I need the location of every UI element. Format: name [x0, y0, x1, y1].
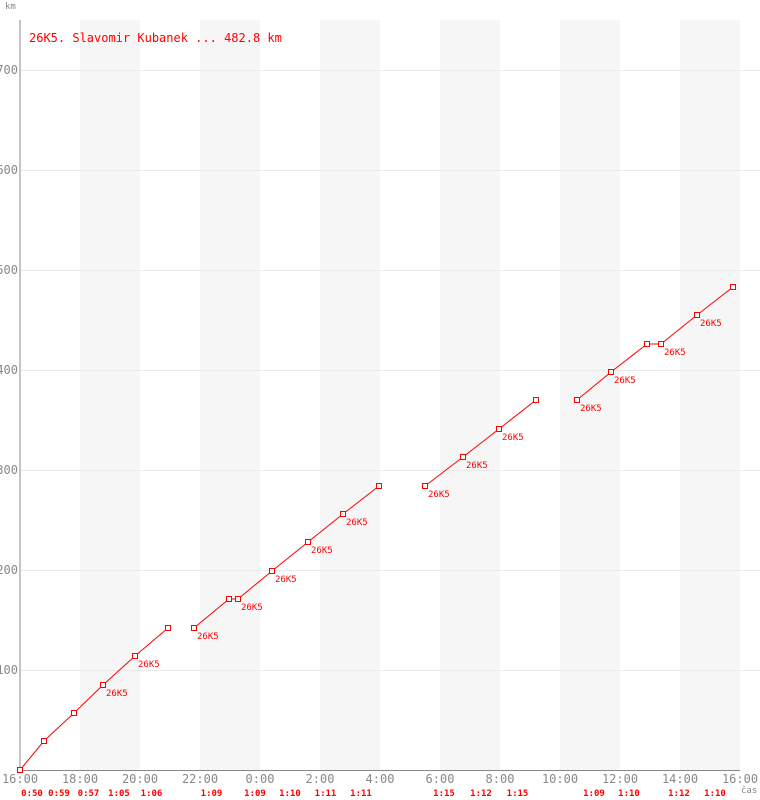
data-point [422, 483, 428, 489]
y-axis-label: km [5, 2, 16, 12]
lap-time: 1:10 [618, 789, 640, 799]
point-label: 26K5 [502, 433, 524, 443]
data-point [100, 682, 106, 688]
x-tick-label: 18:00 [62, 772, 98, 786]
data-point [132, 653, 138, 659]
series-segment [19, 627, 169, 771]
x-tick-label: 14:00 [662, 772, 698, 786]
point-label: 26K5 [428, 490, 450, 500]
data-point [17, 767, 23, 773]
background-bands [80, 20, 740, 770]
y-tick-label: 100 [0, 663, 18, 677]
point-label: 26K5 [106, 689, 128, 699]
lap-time: 1:09 [201, 789, 223, 799]
x-tick-labels: 16:00 18:00 20:00 22:00 0:00 2:00 4:00 6:00 8:00… [2, 772, 758, 786]
chart-title: 26K5. Slavomir Kubanek ... 482.8 km [29, 31, 282, 45]
x-tick-label: 2:00 [306, 772, 335, 786]
lap-time-labels: 0:50 0:59 0:57 1:05 1:06 1:09 1:09 1:10 1:11 1:11… [21, 789, 726, 799]
shaded-band [680, 20, 740, 770]
lap-time: 1:10 [704, 789, 726, 799]
data-point [71, 710, 77, 716]
lap-time: 1:11 [350, 789, 372, 799]
shaded-band [560, 20, 620, 770]
data-point [235, 596, 241, 602]
point-label: 26K5 [466, 461, 488, 471]
data-point [226, 596, 232, 602]
shaded-band [440, 20, 500, 770]
lap-time: 1:09 [244, 789, 266, 799]
data-point [165, 625, 171, 631]
data-point [608, 369, 614, 375]
data-point [574, 397, 580, 403]
y-tick-label: 400 [0, 363, 18, 377]
data-point [496, 426, 502, 432]
lap-time: 1:12 [470, 789, 492, 799]
lap-time: 1:10 [279, 789, 301, 799]
point-label: 26K5 [664, 348, 686, 358]
lap-time: 0:57 [78, 789, 100, 799]
data-point [191, 625, 197, 631]
x-axis-label: čas [741, 785, 757, 796]
data-point [533, 397, 539, 403]
y-tick-label: 200 [0, 563, 18, 577]
data-point [340, 511, 346, 517]
y-tick-label: 700 [0, 63, 18, 77]
data-point [460, 454, 466, 460]
series-segment [424, 399, 537, 487]
point-label: 26K5 [580, 404, 602, 414]
shaded-band [80, 20, 140, 770]
data-point [305, 539, 311, 545]
data-point [644, 341, 650, 347]
point-label: 26K5 [138, 660, 160, 670]
lap-time: 1:05 [108, 789, 130, 799]
y-tick-label: 300 [0, 463, 18, 477]
y-tick-label: 600 [0, 163, 18, 177]
data-point [269, 568, 275, 574]
lap-time: 1:15 [507, 789, 529, 799]
lap-time: 0:50 [21, 789, 43, 799]
x-tick-label: 20:00 [122, 772, 158, 786]
data-point [41, 738, 47, 744]
point-label: 26K5 [311, 546, 333, 556]
lap-time: 1:15 [433, 789, 455, 799]
x-tick-label: 0:00 [246, 772, 275, 786]
point-label: 26K5 [700, 319, 722, 329]
data-point [730, 284, 736, 290]
data-point [658, 341, 664, 347]
lap-time: 1:06 [141, 789, 163, 799]
lap-time: 1:12 [668, 789, 690, 799]
series-segment [576, 286, 734, 401]
x-tick-label: 22:00 [182, 772, 218, 786]
x-tick-label: 4:00 [366, 772, 395, 786]
x-tick-label: 10:00 [542, 772, 578, 786]
x-tick-label: 16:00 [2, 772, 38, 786]
point-label: 26K5 [241, 603, 263, 613]
x-tick-label: 6:00 [426, 772, 455, 786]
series-line: 26K5 26K5 26K5 26K5 26K5 26K5 26K5 26K5 26K5 26K5… [17, 284, 736, 773]
y-tick-label: 500 [0, 263, 18, 277]
point-label: 26K5 [197, 632, 219, 642]
grid-lines [20, 70, 760, 671]
x-tick-label: 8:00 [486, 772, 515, 786]
point-label: 26K5 [346, 518, 368, 528]
lap-time: 1:11 [315, 789, 337, 799]
point-label: 26K5 [614, 376, 636, 386]
lap-time: 0:59 [48, 789, 70, 799]
y-tick-labels: 100 200 300 400 500 600 700 [0, 63, 18, 677]
lap-time: 1:09 [583, 789, 605, 799]
x-tick-label: 12:00 [602, 772, 638, 786]
point-label: 26K5 [275, 575, 297, 585]
x-tick-label: 16:00 [722, 772, 758, 786]
data-point [694, 312, 700, 318]
shaded-band [320, 20, 380, 770]
shaded-band [200, 20, 260, 770]
data-point [376, 483, 382, 489]
